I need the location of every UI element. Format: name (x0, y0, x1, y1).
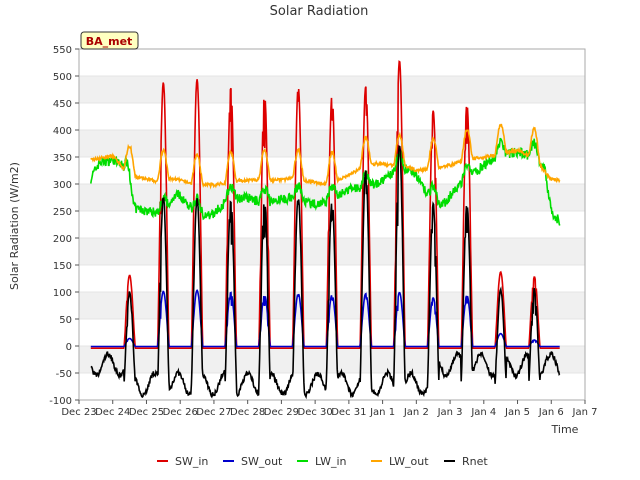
y-tick-label: 400 (53, 126, 72, 137)
legend: SW_in SW_out LW_in LW_out Rnet (157, 455, 488, 468)
series-line-rnet (90, 145, 561, 400)
legend-label-lw-in: LW_in (315, 455, 347, 468)
x-tick-label: Jan 5 (504, 407, 530, 418)
y-axis: -100 -50 0 50 100 150 200 250 300 350 400 450 500 550 (49, 45, 79, 407)
legend-label-lw-out: LW_out (389, 455, 429, 468)
x-tick-label: Jan 4 (470, 407, 496, 418)
site-label-text: BA_met (86, 35, 133, 48)
site-label-badge: BA_met (80, 31, 139, 50)
x-tick-label: Dec 30 (298, 407, 333, 418)
x-tick-label: Dec 24 (95, 407, 130, 418)
plot-frame (78, 48, 586, 401)
y-tick-label: 150 (53, 261, 72, 272)
chart-title: Solar Radiation (270, 4, 369, 19)
legend-label-sw-out: SW_out (241, 455, 283, 468)
x-tick-label: Dec 25 (129, 407, 164, 418)
y-tick-label: 350 (53, 153, 72, 164)
grid-band (79, 238, 585, 265)
y-tick-label: 0 (66, 342, 72, 353)
y-tick-label: -100 (49, 396, 72, 407)
series-line-sw-out (90, 288, 560, 348)
x-tick-label: Jan 1 (369, 407, 395, 418)
x-tick-label: Dec 23 (61, 407, 96, 418)
x-tick-label: Dec 31 (331, 407, 366, 418)
series-layer (90, 60, 561, 400)
y-tick-label: 300 (53, 180, 72, 191)
legend-label-sw-in: SW_in (175, 455, 208, 468)
x-tick-label: Dec 28 (230, 407, 265, 418)
y-tick-label: 100 (53, 288, 72, 299)
series-line-lw-in (90, 137, 561, 226)
y-tick-label: 250 (53, 207, 72, 218)
y-tick-label: 550 (53, 45, 72, 56)
x-tick-label: Jan 3 (437, 407, 463, 418)
y-tick-label: 450 (53, 99, 72, 110)
x-axis-label: Time (551, 423, 579, 436)
x-tick-label: Dec 27 (196, 407, 231, 418)
legend-label-rnet: Rnet (462, 455, 488, 468)
y-tick-label: 50 (59, 315, 72, 326)
x-tick-label: Jan 6 (538, 407, 564, 418)
y-tick-label: 500 (53, 72, 72, 83)
x-tick-label: Dec 29 (264, 407, 299, 418)
y-axis-label: Solar Radiation (W/m2) (8, 162, 21, 290)
x-tick-label: Dec 26 (163, 407, 198, 418)
x-tick-label: Jan 7 (572, 407, 598, 418)
x-tick-label: Jan 2 (403, 407, 429, 418)
grid-band (79, 346, 585, 373)
y-tick-label: -50 (56, 369, 72, 380)
series-line-lw-out (90, 123, 561, 190)
y-tick-label: 200 (53, 234, 72, 245)
